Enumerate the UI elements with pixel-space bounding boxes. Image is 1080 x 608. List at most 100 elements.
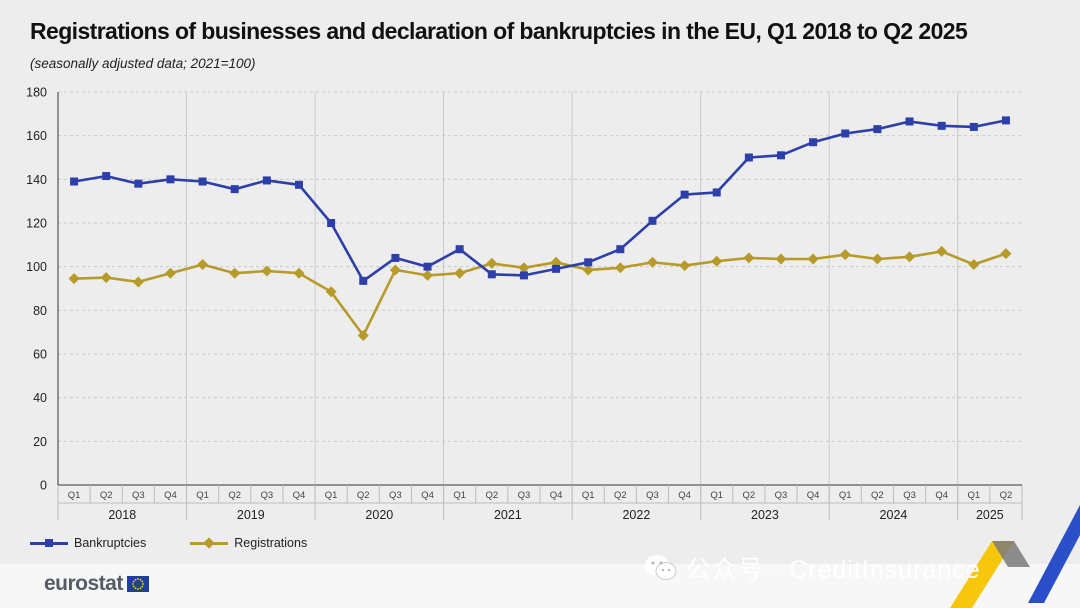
year-label: 2022	[622, 508, 650, 522]
legend-item-bankruptcies[interactable]: Bankruptcies	[30, 535, 146, 551]
watermark: 公众号 · CreditInsurance	[644, 550, 981, 586]
data-point-registrations	[936, 245, 948, 257]
data-point-registrations	[261, 265, 273, 277]
data-point-bankruptcies	[712, 188, 721, 197]
data-point-bankruptcies	[166, 175, 175, 184]
data-point-registrations	[743, 252, 755, 264]
quarter-label: Q3	[646, 490, 659, 501]
quarter-label: Q1	[325, 490, 338, 501]
quarter-label: Q2	[100, 490, 113, 501]
data-point-registrations	[422, 269, 434, 281]
quarter-label: Q2	[743, 490, 756, 501]
data-point-registrations	[904, 251, 916, 263]
data-point-bankruptcies	[841, 129, 850, 138]
legend-item-registrations[interactable]: Registrations	[190, 535, 307, 551]
quarter-label: Q4	[164, 490, 177, 501]
quarter-label: Q3	[775, 490, 788, 501]
data-point-bankruptcies	[744, 153, 753, 162]
data-point-bankruptcies	[616, 245, 625, 254]
data-point-registrations	[871, 253, 883, 265]
year-label: 2021	[494, 508, 522, 522]
year-label: 2024	[880, 508, 908, 522]
watermark-text: 公众号 · CreditInsurance	[686, 556, 981, 584]
data-point-bankruptcies	[423, 262, 432, 271]
data-point-bankruptcies	[519, 271, 528, 280]
eurostat-logo[interactable]: eurostat	[44, 572, 149, 596]
data-point-bankruptcies	[584, 258, 593, 267]
y-tick-label: 120	[26, 217, 47, 231]
year-label: 2025	[976, 508, 1004, 522]
chart-title: Registrations of businesses and declarat…	[30, 18, 968, 44]
data-point-registrations	[711, 255, 723, 267]
year-label: 2023	[751, 508, 779, 522]
quarter-label: Q1	[710, 490, 723, 501]
data-point-registrations	[775, 253, 787, 265]
data-point-bankruptcies	[648, 216, 657, 225]
data-point-registrations	[454, 267, 466, 279]
y-tick-label: 0	[40, 479, 47, 493]
data-point-registrations	[839, 249, 851, 261]
quarter-label: Q4	[421, 490, 434, 501]
data-point-bankruptcies	[905, 117, 914, 126]
data-point-bankruptcies	[134, 179, 143, 188]
quarter-label: Q2	[614, 490, 627, 501]
data-point-bankruptcies	[102, 172, 111, 181]
data-point-registrations	[293, 267, 305, 279]
year-label: 2019	[237, 508, 265, 522]
y-tick-label: 80	[33, 304, 47, 318]
series-layer	[68, 116, 1012, 341]
quarter-label: Q2	[1000, 490, 1013, 501]
quarter-label: Q4	[293, 490, 306, 501]
quarter-label: Q3	[903, 490, 916, 501]
data-point-registrations	[582, 264, 594, 276]
data-point-bankruptcies	[873, 125, 882, 134]
data-point-bankruptcies	[327, 219, 336, 227]
quarter-label: Q3	[261, 490, 274, 501]
data-point-registrations	[357, 329, 369, 341]
quarter-label: Q1	[196, 490, 209, 501]
data-point-registrations	[389, 264, 401, 276]
data-point-registrations	[518, 262, 530, 274]
y-tick-label: 180	[26, 86, 47, 100]
data-point-registrations	[68, 273, 80, 285]
data-point-bankruptcies	[552, 264, 561, 273]
data-point-bankruptcies	[359, 276, 368, 285]
data-point-bankruptcies	[198, 177, 207, 186]
quarter-label: Q2	[357, 490, 370, 501]
y-tick-label: 40	[33, 391, 47, 405]
quarter-label: Q4	[678, 490, 691, 501]
data-point-bankruptcies	[487, 270, 496, 279]
series-line-bankruptcies	[73, 119, 1007, 283]
quarter-label: Q3	[132, 490, 145, 501]
diamond-marker-icon	[190, 535, 229, 551]
data-point-bankruptcies	[295, 180, 303, 189]
year-label: 2018	[108, 508, 136, 522]
year-label: 2020	[365, 508, 393, 522]
decorative-chevrons	[950, 505, 1080, 608]
data-point-registrations	[325, 286, 337, 298]
data-point-bankruptcies	[937, 121, 946, 130]
y-tick-label: 100	[26, 260, 47, 274]
chart-legend: Bankruptcies Registrations	[30, 535, 307, 551]
data-point-bankruptcies	[809, 138, 818, 147]
wechat-icon	[645, 555, 677, 580]
data-point-registrations	[229, 267, 241, 279]
data-point-bankruptcies	[1001, 116, 1010, 125]
grid-layer	[58, 91, 1022, 485]
footer-bar	[0, 564, 1080, 608]
eu-flag-icon	[126, 576, 149, 592]
data-point-registrations	[646, 256, 658, 268]
quarter-label: Q4	[807, 490, 820, 501]
data-point-registrations	[679, 260, 691, 272]
quarter-label: Q2	[228, 490, 241, 501]
data-point-bankruptcies	[70, 177, 79, 186]
logo-text: eurostat	[44, 572, 123, 595]
quarter-label: Q2	[871, 490, 884, 501]
y-tick-label: 160	[26, 129, 47, 143]
legend-label-bankruptcies: Bankruptcies	[74, 536, 147, 550]
data-point-bankruptcies	[262, 176, 271, 185]
axis-layer: 0 20 40 60 80 100 120 140 160 180 2018 2019 2020 2021…	[26, 86, 1023, 522]
data-point-registrations	[486, 257, 498, 269]
quarter-label: Q1	[967, 490, 980, 501]
data-point-bankruptcies	[777, 151, 785, 160]
